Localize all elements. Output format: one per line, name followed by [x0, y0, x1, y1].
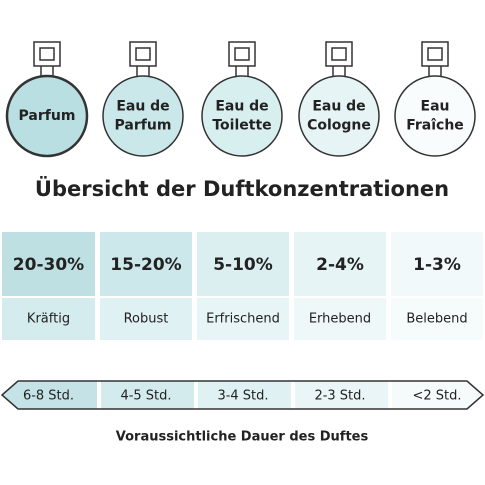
bottle-label: Eau de: [116, 99, 169, 115]
bottle-cap: [228, 41, 256, 67]
character-cell: [294, 298, 386, 340]
bottle-body: [5, 74, 89, 158]
character-cell: [391, 298, 483, 340]
caption: Voraussichtliche Dauer des Duftes: [116, 430, 369, 445]
concentration: 2-4%: [316, 255, 364, 275]
title: Übersicht der Duftkonzentrationen: [35, 176, 449, 201]
bottle-label: Eau: [421, 99, 450, 115]
bottle: Eau de Cologne: [298, 41, 380, 157]
concentration: 15-20%: [110, 255, 181, 275]
duration: 2-3 Std.: [314, 389, 365, 404]
duration: 3-4 Std.: [217, 389, 268, 404]
bottle-body: [298, 75, 380, 157]
concentration: 1-3%: [413, 255, 461, 275]
duration: 6-8 Std.: [23, 389, 74, 404]
bottle-body: [394, 75, 476, 157]
bottle: Parfum: [5, 41, 89, 158]
arrow-outline: [0, 380, 485, 410]
bottle-body: [102, 75, 184, 157]
duration: <2 Std.: [412, 389, 461, 404]
segment-divider: [388, 381, 392, 409]
bottle-body: [201, 75, 283, 157]
character-cell: [2, 298, 95, 340]
segment-divider: [194, 381, 198, 409]
concentration-cell: [100, 232, 192, 296]
character-cell: [100, 298, 192, 340]
segment-divider: [291, 381, 295, 409]
duration-segment: [388, 381, 483, 409]
bottle-cap-inner: [427, 47, 443, 61]
duration-segment: [97, 381, 195, 409]
character: Robust: [124, 312, 169, 327]
bottle: Eau de Toilette: [201, 41, 283, 157]
bottle: Eau de Parfum: [102, 41, 184, 157]
concentration-cell: [2, 232, 95, 296]
character-cell: [197, 298, 289, 340]
bottle-label: Eau de: [215, 99, 268, 115]
bottle-label: Cologne: [307, 118, 371, 134]
concentration-cell: [391, 232, 483, 296]
bottle-cap-inner: [39, 47, 55, 61]
character: Erhebend: [309, 312, 371, 327]
bottle-cap-inner: [234, 47, 250, 61]
bottle-label: Parfum: [19, 108, 76, 124]
bottle-cap-inner: [331, 47, 347, 61]
bottle: Eau Fraîche: [394, 41, 476, 157]
duration-segment: [2, 381, 98, 409]
bottle-label: Fraîche: [406, 118, 464, 134]
concentration-cell: [197, 232, 289, 296]
bottle-cap-inner: [135, 47, 151, 61]
segment-divider: [97, 381, 101, 409]
character: Erfrischend: [206, 312, 280, 327]
character: Belebend: [406, 312, 467, 327]
concentration: 20-30%: [13, 255, 84, 275]
duration-segment: [194, 381, 292, 409]
concentration-cell: [294, 232, 386, 296]
duration-segment: [291, 381, 389, 409]
character: Kräftig: [27, 312, 70, 327]
duration: 4-5 Std.: [120, 389, 171, 404]
concentration: 5-10%: [213, 255, 273, 275]
bottle-label: Parfum: [115, 118, 172, 134]
bottle-label: Eau de: [312, 99, 365, 115]
bottle-label: Toilette: [212, 118, 271, 134]
duration-arrow: [2, 381, 483, 409]
